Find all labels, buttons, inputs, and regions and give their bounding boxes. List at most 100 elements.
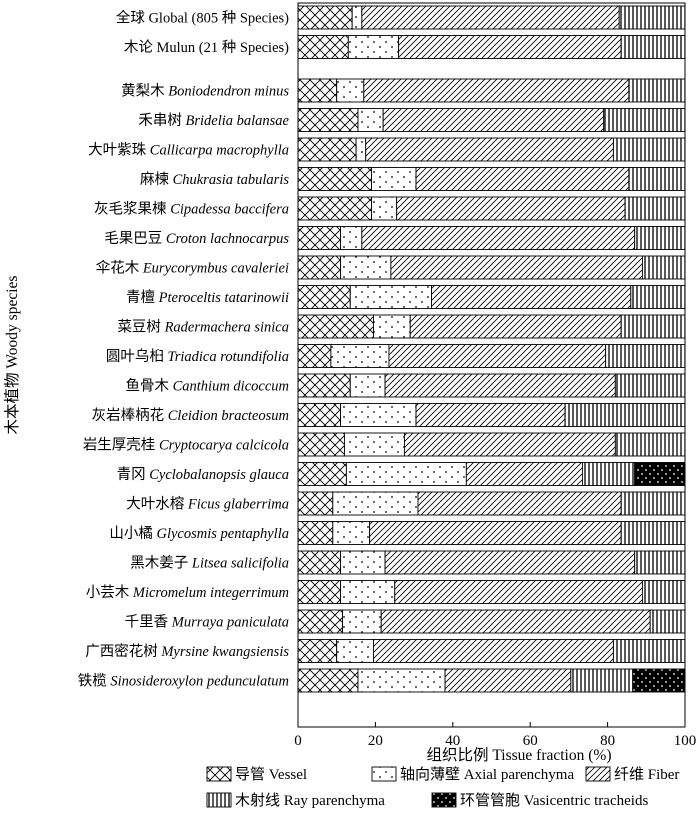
species-label: 鱼骨木 Canthium dicoccum [125,377,289,395]
species-label-zh: 麻楝 [140,171,173,188]
bar-segment-ray-parenchyma [612,137,686,162]
species-label-latin: Litsea salicifolia [191,556,289,572]
legend-label-vessel: 导管 Vessel [235,766,307,783]
bar-segment-fiber [384,550,636,575]
bar-segment-vessel [297,521,334,545]
bar-segment-vessel [297,344,332,368]
bar-segment-ray-parenchyma [603,108,686,132]
x-axis-title: 组织比例 Tissue fraction (%) [427,746,612,764]
species-label-latin: Eurycorymbus cavaleriei [142,261,289,277]
bar-segment-ray-parenchyma [618,5,686,30]
bar-segment-vessel [297,639,338,663]
bar-segment-axial-parenchyma [347,35,400,59]
species-label-zh: 禾串树 [138,112,185,129]
species-label: 大叶紫珠 Callicarpa macrophylla [88,142,289,159]
y-axis-title: 木本植物 Woody species [3,276,21,435]
legend-label-axial-parenchyma: 轴向薄壁 Axial parenchyma [400,766,574,783]
species-label-zh: 岩生厚壳桂 [83,437,159,454]
species-label: 岩生厚壳桂 Cryptocarya calcicola [83,437,289,454]
bar-segment-ray-parenchyma [620,521,686,545]
bar-segment-ray-parenchyma [634,550,686,575]
species-label: 圆叶乌桕 Triadica rotundifolia [106,348,289,365]
bar-segment-ray-parenchyma [641,255,686,280]
plot-frame [297,2,686,728]
bar-segment-axial-parenchyma [340,226,363,250]
bar-segment-fiber [384,373,616,398]
bar-segment-ray-parenchyma [620,35,686,59]
bar-segment-ray-parenchyma [641,580,686,604]
bar-segment-ray-parenchyma [614,432,686,457]
bar-segment-fiber [390,255,643,280]
bar-segment-ray-parenchyma [630,285,686,309]
bar-segment-vessel [297,609,343,634]
species-label-zh: 小芸木 [86,584,133,601]
species-label-latin: Myrsine kwangsiensis [160,644,289,660]
species-label-latin: Boniodendron minus [168,84,289,100]
bar-segment-fiber [465,462,583,486]
species-label-zh: 圆叶乌桕 [106,348,168,365]
bar-segment-fiber [415,403,566,427]
bar-segment-fiber [398,35,622,59]
species-label-latin: Pteroceltis tatarinowii [158,290,289,306]
bar-segment-axial-parenchyma [340,580,396,604]
species-label-latin: Murraya paniculata [171,615,289,631]
legend-label-ray-parenchyma: 木射线 Ray parenchyma [235,792,385,809]
species-label-zh: 大叶水榕 [126,496,188,513]
bar-segment-ray-parenchyma [605,344,686,368]
bar-segment-vessel [297,285,351,309]
x-tick-label: 60 [523,733,538,749]
bar-segment-axial-parenchyma [342,609,382,634]
bar-segment-fiber [431,285,632,309]
bar-segment-axial-parenchyma [340,403,417,427]
species-label-zh: 毛果巴豆 [104,230,166,247]
bar-segment-ray-parenchyma [564,403,686,427]
legend-swatch-axial-parenchyma [371,766,397,782]
species-label: 铁榄 Sinosideroxylon pedunculatum [78,673,289,690]
species-label-latin: Bridelia balansae [185,113,289,129]
species-label: 菜豆树 Radermachera sinica [117,319,289,336]
bar-segment-axial-parenchyma [371,196,398,221]
species-label: 青冈 Cyclobalanopsis glauca [117,466,289,483]
bar-segment-ray-parenchyma [620,491,686,516]
bar-segment-axial-parenchyma [343,432,405,457]
bar-segment-fiber [361,5,620,30]
species-label-latin: Global (805 种 Species) [148,10,289,27]
bar-segment-vessel [297,196,372,221]
bar-segment-axial-parenchyma [351,5,363,30]
species-label: 山小橘 Glycosmis pentaphylla [109,525,289,542]
species-label: 禾串树 Bridelia balansae [138,112,289,129]
bar-segment-ray-parenchyma [581,462,636,486]
bar-segment-axial-parenchyma [336,78,365,103]
bar-segment-fiber [415,167,630,191]
bar-segment-axial-parenchyma [355,137,367,162]
species-label: 麻楝 Chukrasia tabularis [140,171,289,188]
species-label-latin: Croton lachnocarpus [166,231,289,247]
species-label: 毛果巴豆 Croton lachnocarpus [104,230,289,247]
species-label-zh: 灰岩棒柄花 [92,407,168,424]
species-label-latin: Sinosideroxylon pedunculatum [110,674,289,690]
species-label-latin: Micromelum integerrimum [132,585,289,601]
species-label: 黑木姜子 Litsea salicifolia [130,555,289,572]
bar-segment-vessel [297,108,359,132]
species-label: 全球 Global (805 种 Species) [116,9,289,27]
bar-segment-axial-parenchyma [332,521,371,545]
species-label-latin: Radermachera sinica [164,320,289,336]
bar-segment-fiber [388,344,607,368]
bar-segment-fiber [394,580,643,604]
bar-segment-axial-parenchyma [332,491,419,516]
species-label-zh: 千里香 [125,614,172,631]
bar-segment-axial-parenchyma [371,167,417,191]
bar-segment-vessel [297,226,342,250]
bar-segment-fiber [380,609,651,634]
bar-segment-axial-parenchyma [357,108,384,132]
species-label-zh: 伞花木 [96,260,143,277]
bar-segment-axial-parenchyma [349,285,432,309]
species-label-zh: 菜豆树 [117,319,164,336]
bar-segment-fiber [361,226,636,250]
bar-segment-ray-parenchyma [614,373,686,398]
species-label-latin: Ficus glaberrima [187,497,289,513]
bar-segment-axial-parenchyma [340,255,392,280]
species-label-latin: Cipadessa baccifera [170,202,289,218]
species-label-zh: 木论 [124,39,157,56]
